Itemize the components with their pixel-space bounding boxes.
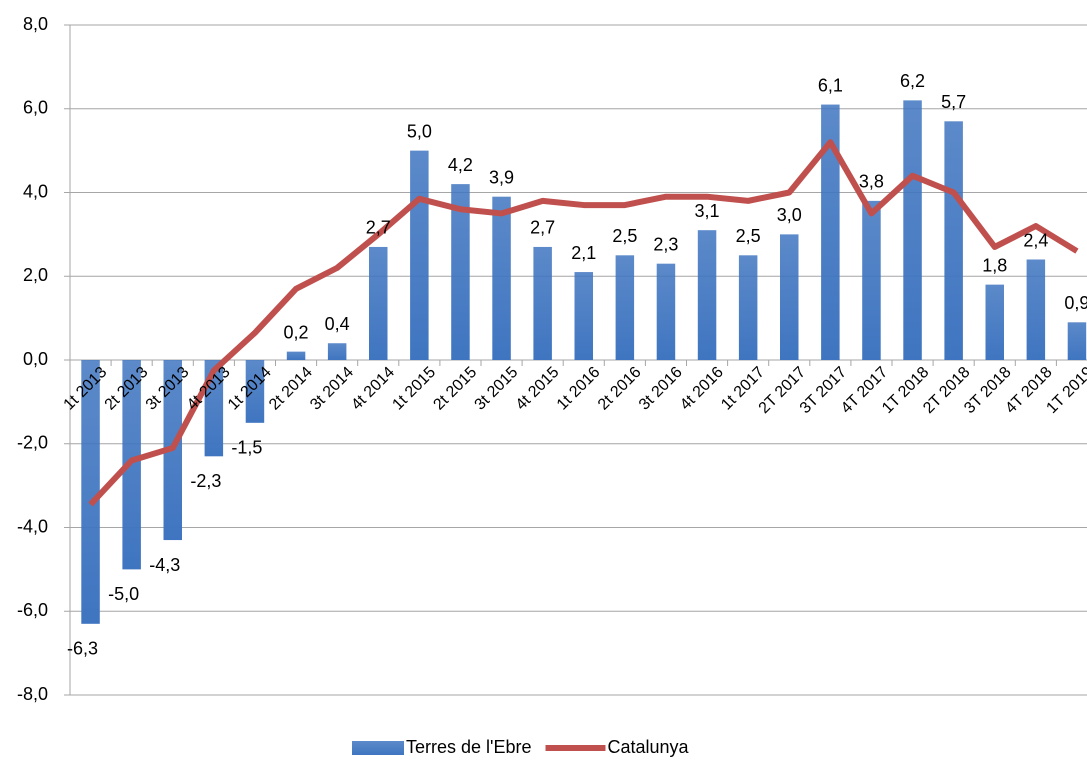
data-label: 0,2 — [284, 322, 309, 342]
x-tick-label: 1t 2015 — [389, 364, 439, 414]
legend-label: Terres de l'Ebre — [406, 737, 532, 757]
bar — [81, 360, 100, 624]
bar — [903, 100, 922, 360]
data-label: 6,2 — [900, 71, 925, 91]
bar — [985, 284, 1004, 360]
data-label: 2,7 — [366, 218, 391, 238]
bar — [1067, 322, 1087, 360]
data-label: 0,9 — [1064, 293, 1087, 313]
bar — [780, 234, 799, 360]
data-label: 6,1 — [818, 75, 843, 95]
x-tick-label: 4t 2016 — [677, 364, 727, 414]
y-tick-label: -2,0 — [17, 433, 48, 453]
bar — [615, 255, 635, 360]
x-tick-label: 2t 2015 — [430, 364, 480, 414]
data-label: 3,0 — [777, 205, 802, 225]
data-label: -2,3 — [190, 471, 221, 491]
x-tick-label: 3t 2014 — [307, 364, 357, 414]
data-label: 0,4 — [325, 314, 350, 334]
bar — [697, 230, 717, 360]
data-label: 2,1 — [571, 243, 596, 263]
bar — [1026, 259, 1046, 360]
x-tick-label: 4t 2015 — [513, 364, 563, 414]
data-label: 2,4 — [1023, 230, 1048, 250]
bar — [451, 184, 470, 360]
line — [88, 139, 1079, 507]
bar — [286, 351, 306, 360]
x-tick-label: 3t 2016 — [636, 364, 686, 414]
y-tick-label: -6,0 — [17, 600, 48, 620]
labels: -8,0-6,0-4,0-2,00,02,04,06,08,01t 20132t… — [17, 14, 1087, 704]
data-label: 2,7 — [530, 218, 555, 238]
x-tick-label: 2t 2014 — [266, 364, 316, 414]
data-label: -5,0 — [108, 584, 139, 604]
lines — [88, 139, 1079, 507]
legend-swatch — [352, 741, 404, 755]
bar — [492, 196, 511, 360]
bars — [81, 100, 1087, 624]
data-label: 1,8 — [982, 255, 1007, 275]
y-tick-label: 4,0 — [23, 181, 48, 201]
y-tick-label: -8,0 — [17, 684, 48, 704]
data-label: 2,5 — [736, 226, 761, 246]
data-label: 5,0 — [407, 121, 432, 141]
data-label: 2,5 — [612, 226, 637, 246]
bar — [738, 255, 758, 360]
data-label: 3,1 — [695, 201, 720, 221]
bar — [327, 343, 347, 360]
data-label: -6,3 — [67, 639, 98, 659]
bar — [533, 246, 552, 360]
data-label: 5,7 — [941, 92, 966, 112]
bar — [821, 104, 840, 360]
y-tick-label: 8,0 — [23, 14, 48, 34]
bar — [245, 360, 265, 423]
bar — [574, 272, 593, 360]
data-label: 2,3 — [653, 234, 678, 254]
x-tick-label: 1t 2016 — [554, 364, 604, 414]
data-label: 3,8 — [859, 172, 884, 192]
legend: Terres de l'Ebre Catalunya — [352, 737, 690, 757]
y-tick-label: 2,0 — [23, 265, 48, 285]
bar — [862, 200, 881, 360]
bar — [656, 263, 676, 360]
x-tick-label: 4t 2014 — [348, 364, 398, 414]
bar — [944, 121, 963, 360]
x-tick-label: 3t 2015 — [472, 364, 522, 414]
y-tick-label: 6,0 — [23, 98, 48, 118]
data-label: -1,5 — [231, 438, 262, 458]
data-label: 4,2 — [448, 155, 473, 175]
data-label: 3,9 — [489, 167, 514, 187]
legend-label: Catalunya — [608, 737, 690, 757]
y-tick-label: -4,0 — [17, 516, 48, 536]
x-tick-label: 2t 2016 — [595, 364, 645, 414]
data-label: -4,3 — [149, 555, 180, 575]
bar — [369, 246, 388, 360]
y-tick-label: 0,0 — [23, 349, 48, 369]
bar — [410, 150, 429, 360]
